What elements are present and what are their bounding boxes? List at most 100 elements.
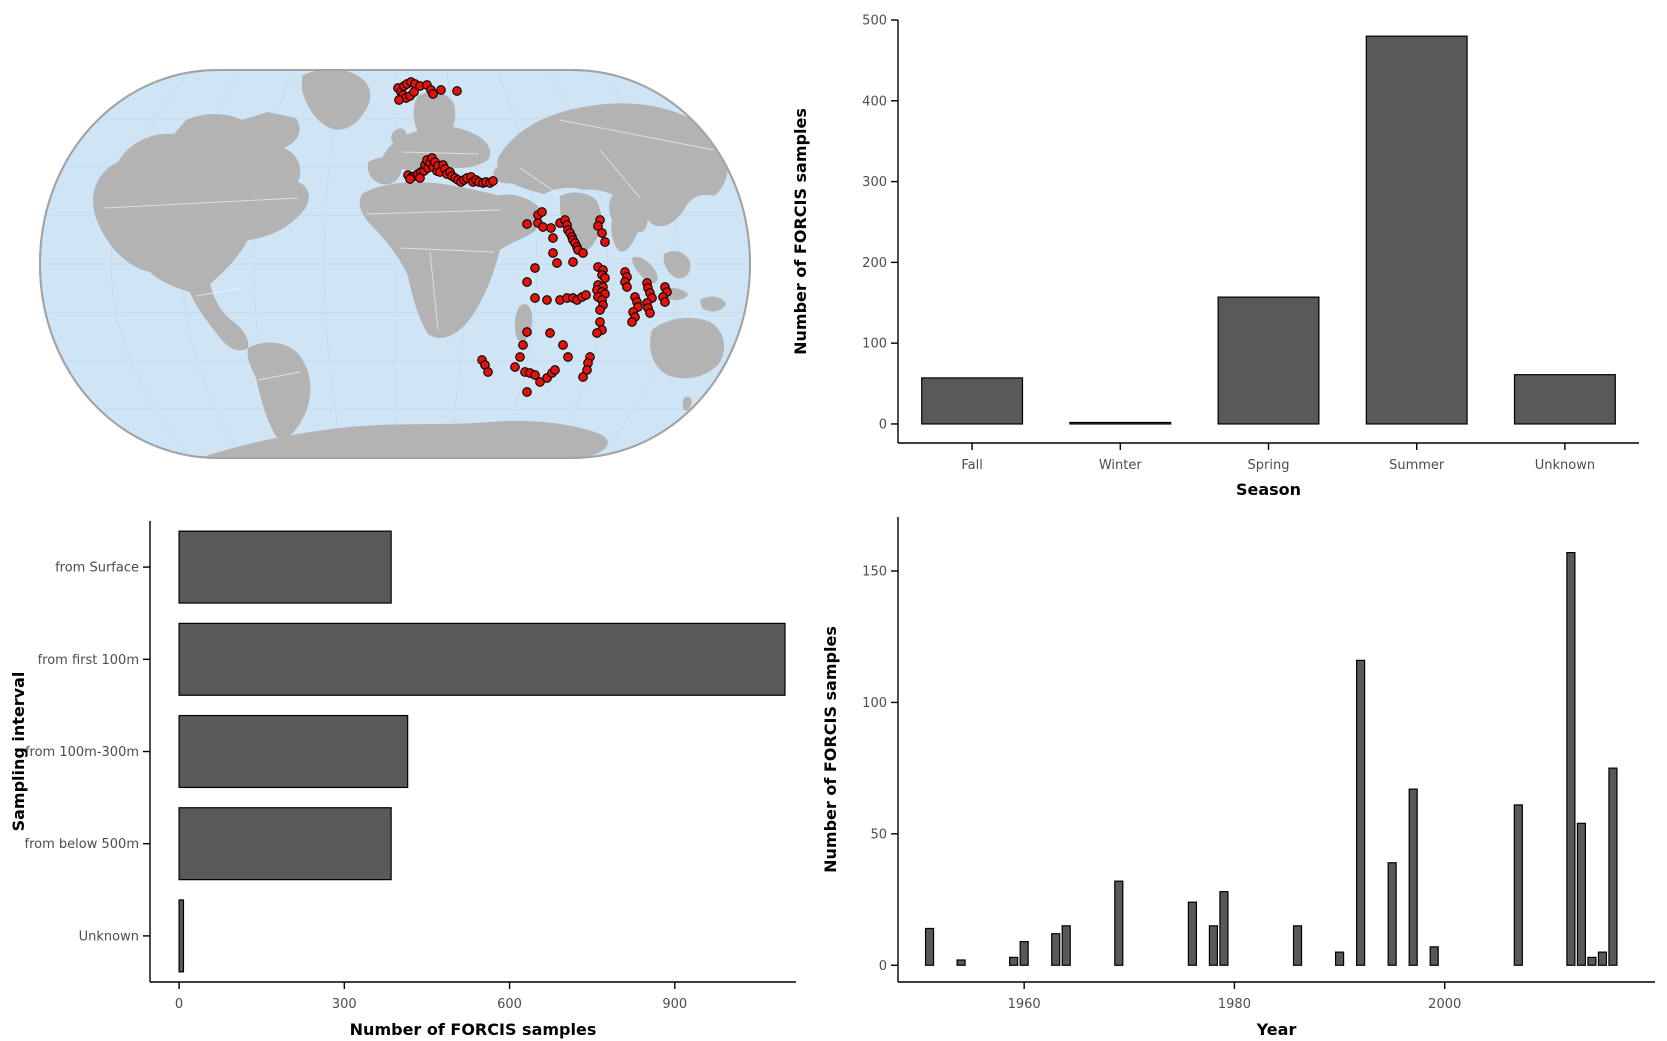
bar-1995	[1387, 862, 1397, 966]
landmass-antarctica	[200, 420, 608, 458]
landmass-borneo	[663, 251, 691, 279]
landmass-australia	[650, 317, 725, 379]
x-tick-label: 1980	[1218, 997, 1251, 1012]
bar-1992	[1356, 659, 1366, 966]
landmass-south-america	[247, 342, 311, 440]
map-point	[436, 85, 446, 95]
bar-1964	[1061, 925, 1071, 966]
map-point	[645, 308, 655, 318]
x-tick-label: Unknown	[1535, 458, 1595, 473]
map-point	[595, 305, 605, 315]
y-tick-label: 500	[862, 14, 887, 29]
season-chart-panel: 0 100 200 300 400 500 Fall Winter Spring Summer Un…	[780, 0, 1667, 505]
bar-1978	[1208, 925, 1219, 966]
bar-1986	[1292, 925, 1303, 966]
bar-from first 100m	[178, 622, 786, 696]
y-tick-label: Unknown	[79, 929, 139, 944]
map-point	[592, 328, 602, 338]
map-point	[518, 340, 528, 350]
map-point	[546, 223, 556, 233]
map-point	[545, 328, 555, 338]
season-bar-chart: 0 100 200 300 400 500 Fall Winter Spring Summer Un…	[791, 14, 1639, 499]
bar-1999	[1429, 946, 1439, 966]
x-tick-label: Summer	[1389, 458, 1445, 473]
map-point	[548, 233, 558, 243]
bar-2007	[1513, 804, 1523, 966]
landmass-new-zealand	[682, 396, 692, 411]
bar-from below 500m	[178, 807, 392, 881]
y-axis-title: Number of FORCIS samples	[821, 626, 840, 873]
bar-2015	[1597, 951, 1608, 966]
x-axis-title: Year	[1256, 1020, 1297, 1039]
map-point	[515, 352, 525, 362]
bar-Unknown	[1513, 374, 1616, 425]
map-point	[428, 89, 438, 99]
year-chart-panel: 0 50 100 150 1960 1980 2000 Year Number of FORCI…	[810, 505, 1667, 1041]
map-panel	[0, 0, 780, 505]
map-point	[483, 367, 493, 377]
bar-2016	[1608, 767, 1618, 966]
map-frame	[38, 69, 752, 459]
landmass-europe	[381, 126, 491, 171]
map-point	[578, 372, 588, 382]
y-tick-label: 0	[879, 959, 887, 974]
bar-Fall	[921, 377, 1024, 425]
sampling-interval-bar-chart: from Surface from first 100m from 100m-300…	[9, 521, 796, 1039]
map-point	[550, 365, 560, 375]
bar-1979	[1219, 891, 1229, 966]
landmass-new-guinea	[700, 296, 726, 312]
landmass-southeast-asia	[609, 194, 648, 252]
bar-1976	[1187, 901, 1197, 966]
bars	[178, 530, 786, 973]
bar-1960	[1019, 941, 1029, 966]
map-point	[538, 222, 548, 232]
map-point	[530, 263, 540, 273]
x-tick-label: Winter	[1099, 458, 1143, 473]
map-point	[394, 95, 404, 105]
bar-1951	[924, 927, 935, 966]
y-tick-label: 300	[862, 175, 887, 190]
map-point	[537, 207, 547, 217]
y-tick-label: 200	[862, 256, 887, 271]
interval-chart-panel: from Surface from first 100m from 100m-300…	[0, 505, 810, 1041]
map-point	[597, 228, 607, 238]
map-point	[530, 370, 540, 380]
x-axis-title: Season	[1236, 480, 1301, 499]
axes	[897, 517, 1655, 983]
x-tick-label: 900	[662, 997, 687, 1012]
y-tick-label: 0	[879, 417, 887, 432]
map-point	[578, 248, 588, 258]
x-tick-label: 0	[175, 997, 183, 1012]
map-point	[627, 317, 637, 327]
x-axis-title: Number of FORCIS samples	[350, 1020, 597, 1039]
map-point	[600, 237, 610, 247]
map-point	[530, 293, 540, 303]
landmass-sumatra	[632, 256, 658, 284]
y-axis-title: Number of FORCIS samples	[791, 108, 810, 355]
y-tick-label: from first 100m	[38, 653, 139, 668]
map-point	[595, 317, 605, 327]
x-tick-label: 1960	[1008, 997, 1041, 1012]
bar-1990	[1334, 951, 1345, 966]
map-point	[558, 340, 568, 350]
y-tick-label: 100	[862, 337, 887, 352]
map-point	[522, 387, 532, 397]
sample-points	[393, 77, 672, 397]
map-point	[405, 174, 415, 184]
bar-2012	[1566, 552, 1576, 966]
bar-Winter	[1069, 421, 1172, 425]
map-point	[488, 176, 498, 186]
map-point	[660, 297, 670, 307]
map-point	[452, 86, 462, 96]
bar-Unknown	[178, 899, 185, 973]
map-point	[581, 290, 591, 300]
x-tick-label: 2000	[1428, 997, 1461, 1012]
map-point	[409, 87, 419, 97]
x-tick-label: 300	[332, 997, 357, 1012]
country-borders	[103, 119, 715, 381]
x-tick-label: 600	[497, 997, 522, 1012]
bars	[921, 35, 1616, 425]
y-tick-label: from Surface	[55, 561, 139, 576]
map-point	[563, 352, 573, 362]
x-tick-label: Spring	[1248, 458, 1290, 473]
